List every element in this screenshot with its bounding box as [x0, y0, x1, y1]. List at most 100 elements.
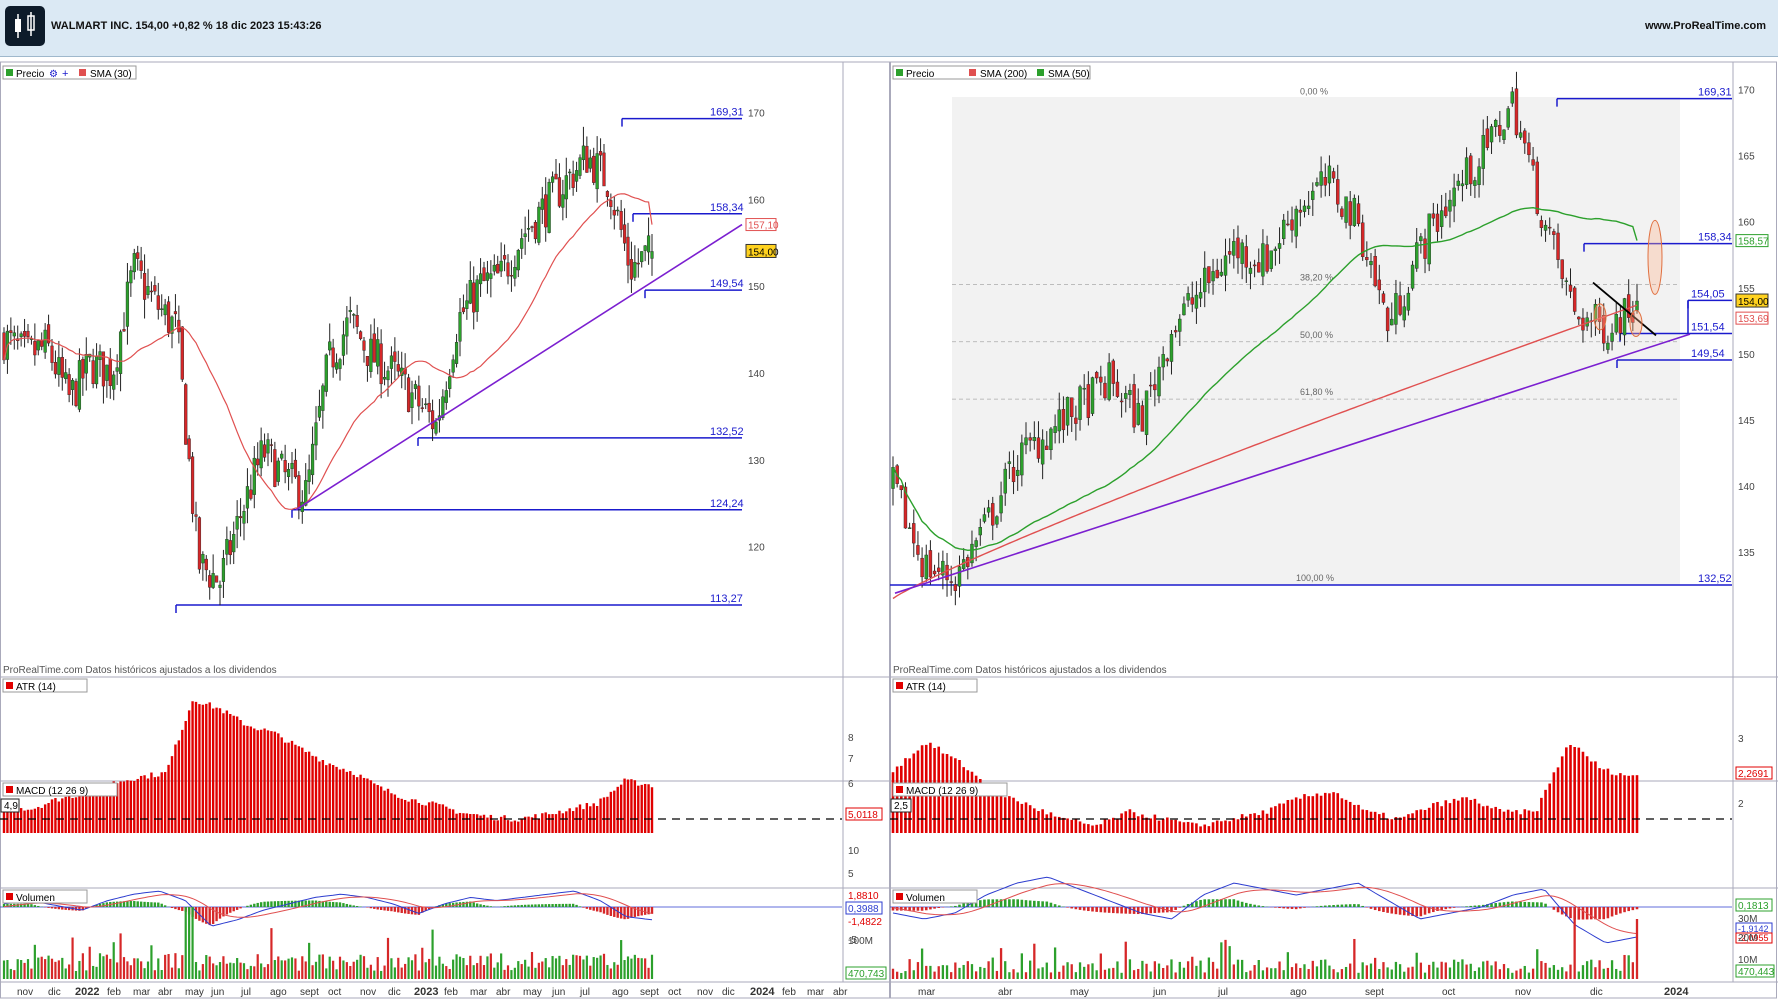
- macd-tick: 10: [848, 846, 860, 857]
- atr-value-tag: [845, 807, 883, 821]
- sma50-price-tag: [1735, 234, 1769, 248]
- candle-body: [489, 273, 493, 279]
- candle-body: [1564, 280, 1569, 282]
- candle-body: [1319, 171, 1323, 186]
- left-price-legend[interactable]: Precio ⚙ + SMA (30): [2, 65, 137, 80]
- candle-body: [266, 439, 270, 454]
- candle-body: [640, 251, 644, 263]
- left-volume-legend[interactable]: Volumen: [2, 889, 88, 904]
- candle-body: [101, 351, 106, 387]
- candle-body: [899, 485, 904, 491]
- candle-body: [1024, 437, 1028, 446]
- atr-label: ATR (14): [16, 682, 56, 693]
- candle-body: [1302, 205, 1307, 212]
- x-axis-label: nov: [1515, 987, 1531, 998]
- candle-body: [46, 324, 51, 344]
- left-macd-legend[interactable]: MACD (12 26 9): [2, 782, 118, 797]
- candle-body: [949, 581, 953, 583]
- candle-body: [142, 273, 147, 300]
- candle-body: [1369, 261, 1373, 266]
- candle-body: [129, 270, 133, 284]
- fibonacci-label: 61,80 %: [1300, 387, 1333, 397]
- candle-body: [1219, 271, 1224, 276]
- candle-body: [1493, 120, 1498, 128]
- right-macd-legend[interactable]: MACD (12 26 9): [892, 782, 1008, 797]
- x-axis-label: jun: [210, 987, 224, 998]
- candle-body: [1439, 210, 1444, 227]
- x-axis-label: oct: [1442, 987, 1456, 998]
- candle-body: [1390, 318, 1394, 326]
- candle-body: [286, 469, 291, 477]
- candle-body: [1178, 318, 1182, 332]
- candle-body: [173, 311, 178, 315]
- candle-body: [465, 300, 469, 309]
- fibonacci-label: 0,00 %: [1300, 87, 1328, 97]
- x-axis-label: ago: [612, 987, 629, 998]
- x-axis-label: dic: [722, 987, 735, 998]
- atr-value: 5,0118: [848, 810, 878, 821]
- pattern-ellipse: [1593, 303, 1607, 331]
- candle-body: [1119, 400, 1124, 403]
- sma-price-label: 157,10: [748, 221, 779, 232]
- candle-body: [568, 171, 572, 174]
- candle-body: [1415, 242, 1419, 269]
- fibonacci-zone: [952, 97, 1680, 585]
- candle-body: [1045, 445, 1049, 450]
- price-tick-label: 140: [1738, 482, 1755, 493]
- x-axis-label: mar: [133, 987, 151, 998]
- atr-tick: 6: [848, 779, 854, 790]
- price-tick-label: 160: [748, 195, 765, 206]
- x-axis-label: feb: [782, 987, 796, 998]
- chart-area[interactable]: 169,31 158,34 149,54 132,52 124,24 113,27 0,0…: [0, 57, 1778, 1000]
- x-axis-label: mar: [918, 987, 936, 998]
- candle-body: [1506, 108, 1510, 128]
- candle-body: [9, 330, 13, 333]
- sma50-price-label: 158,57: [1738, 237, 1769, 248]
- candle-body: [33, 341, 37, 356]
- candle-body: [1311, 190, 1315, 200]
- candle-body: [1502, 129, 1506, 140]
- legend-sma200: SMA (200): [980, 69, 1027, 80]
- candle-body: [57, 357, 61, 375]
- candle-body: [280, 453, 284, 459]
- add-icon[interactable]: +: [62, 68, 68, 80]
- candle-body: [1610, 332, 1614, 342]
- candle-body: [187, 438, 191, 460]
- wrench-icon[interactable]: ⚙: [49, 69, 58, 80]
- volume-value: 470,443: [1738, 967, 1775, 978]
- right-price-legend[interactable]: Precio SMA (200) SMA (50): [892, 65, 1091, 80]
- candle-body: [1132, 384, 1136, 428]
- website-link[interactable]: www.ProRealTime.com: [1644, 20, 1766, 32]
- candle-body: [112, 374, 116, 390]
- candle-body: [1140, 405, 1145, 432]
- level-label: 132,52: [1698, 573, 1732, 585]
- left-atr-legend[interactable]: ATR (14): [2, 678, 88, 693]
- candle-body: [1227, 251, 1232, 255]
- candle-body: [953, 584, 958, 591]
- x-axis-label: dic: [388, 987, 401, 998]
- candle-body: [995, 516, 999, 525]
- candle-body: [1460, 183, 1465, 187]
- left-panel[interactable]: [0, 61, 890, 999]
- candle-body: [585, 145, 589, 173]
- candle-body: [588, 157, 592, 169]
- macd-signal-line: [3, 893, 653, 918]
- candle-body: [64, 372, 68, 380]
- macd-tick: -5: [848, 935, 857, 946]
- candle-body: [1061, 409, 1066, 431]
- macd-value: 1,8810: [848, 891, 879, 902]
- x-axis-label: ago: [1290, 987, 1307, 998]
- candle-body: [526, 228, 531, 230]
- candle-body: [1099, 376, 1103, 383]
- right-volume-legend[interactable]: Volumen: [892, 889, 978, 904]
- candle-body: [643, 245, 647, 251]
- instrument-title: WALMART INC. 154,00 +0,82 % 18 dic 2023 …: [51, 20, 322, 32]
- candle-body: [1618, 317, 1623, 334]
- candle-body: [523, 233, 527, 238]
- candle-body: [170, 316, 174, 334]
- right-atr-legend[interactable]: ATR (14): [892, 678, 978, 693]
- candle-body: [1282, 219, 1286, 240]
- candle-body: [1606, 342, 1610, 350]
- candle-body: [1365, 257, 1369, 261]
- sma30-line: [3, 193, 653, 510]
